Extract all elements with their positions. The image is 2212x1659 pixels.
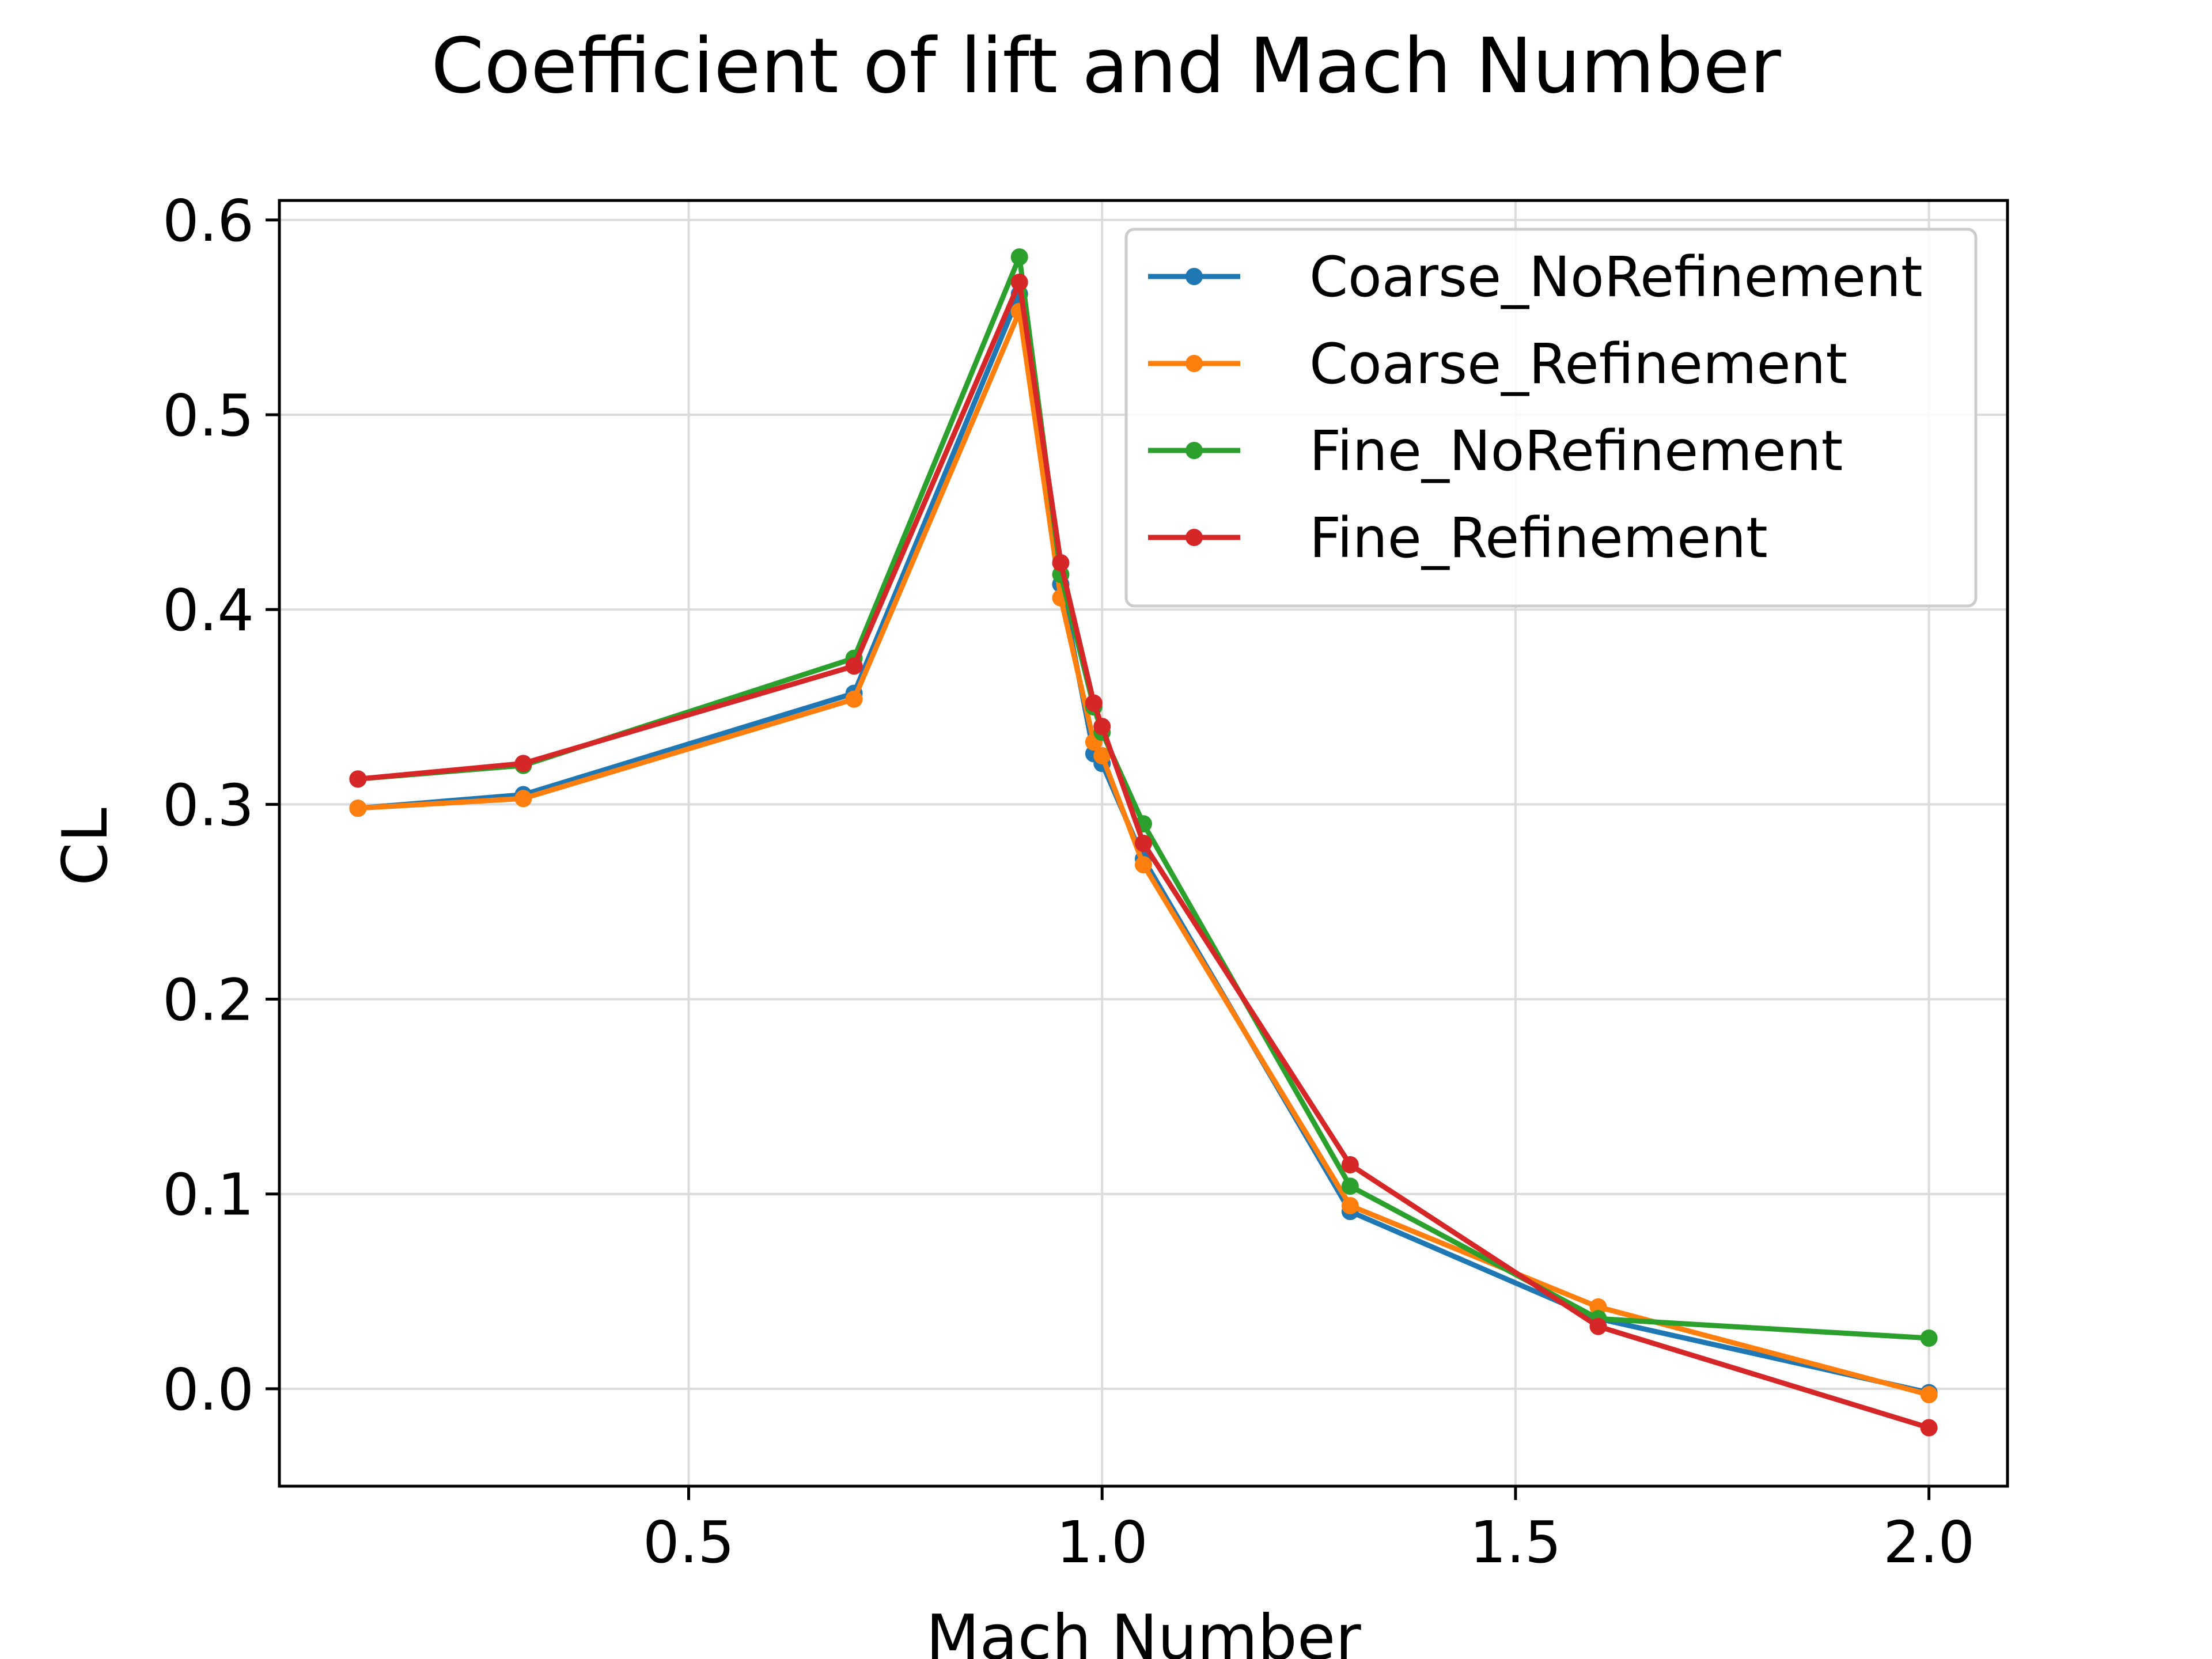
data-point — [1010, 274, 1028, 291]
data-point — [1341, 1156, 1359, 1173]
data-point — [845, 690, 863, 708]
y-tick-label: 0.4 — [162, 577, 254, 644]
legend-item: Fine_Refinement — [1148, 506, 1768, 570]
data-point — [349, 800, 367, 817]
data-point — [1920, 1329, 1938, 1347]
y-tick-label: 0.2 — [162, 967, 254, 1034]
series-Fine_Refinement — [349, 274, 1938, 1437]
data-point — [1135, 856, 1152, 874]
data-point — [349, 770, 367, 788]
legend-item: Coarse_Refinement — [1148, 332, 1847, 396]
x-tick-label: 1.5 — [1469, 1509, 1561, 1576]
y-tick-label: 0.3 — [162, 771, 254, 839]
data-point — [514, 755, 532, 772]
data-point — [1093, 747, 1111, 764]
legend-label: Coarse_NoRefinement — [1309, 245, 1923, 309]
legend-swatch-marker — [1185, 529, 1203, 546]
y-tick-label: 0.0 — [162, 1356, 254, 1423]
x-tick-label: 1.0 — [1056, 1509, 1148, 1576]
data-point — [1093, 718, 1111, 736]
data-point — [1085, 694, 1103, 712]
series-layer — [349, 248, 1938, 1437]
plot-frame — [278, 199, 2009, 1488]
chart-title: Coefficient of lift and Mach Number — [431, 22, 1781, 111]
axis-ticks: 0.5 1.0 1.5 2.0 0.0 0.1 0.2 0.3 0.4 0.5 0.6 — [162, 187, 1975, 1576]
y-tick-label: 0.1 — [162, 1161, 254, 1229]
data-point — [1920, 1386, 1938, 1404]
data-point — [1920, 1419, 1938, 1437]
data-point — [1341, 1197, 1359, 1215]
x-tick-label: 0.5 — [643, 1509, 734, 1576]
data-point — [1052, 554, 1070, 572]
legend-item: Fine_NoRefinement — [1148, 419, 1843, 483]
data-point — [1341, 1177, 1359, 1195]
legend-label: Fine_Refinement — [1309, 506, 1768, 570]
data-point — [514, 790, 532, 808]
data-point — [1135, 835, 1152, 852]
legend-swatch-marker — [1185, 268, 1203, 285]
data-point — [1589, 1317, 1607, 1335]
legend: Coarse_NoRefinement Coarse_Refinement Fine… — [1124, 228, 1978, 608]
legend-box — [1124, 228, 1978, 608]
legend-label: Fine_NoRefinement — [1309, 419, 1843, 483]
x-axis-label: Mach Number — [926, 1602, 1361, 1659]
data-point — [1010, 248, 1028, 266]
y-tick-label: 0.6 — [162, 187, 254, 255]
y-tick-label: 0.5 — [162, 382, 254, 449]
data-point — [845, 657, 863, 675]
legend-item: Coarse_NoRefinement — [1148, 245, 1923, 309]
legend-label: Coarse_Refinement — [1309, 332, 1847, 396]
legend-swatch-marker — [1185, 442, 1203, 459]
x-tick-label: 2.0 — [1883, 1509, 1975, 1576]
legend-swatch-marker — [1185, 355, 1203, 372]
y-axis-label: CL — [50, 808, 122, 886]
